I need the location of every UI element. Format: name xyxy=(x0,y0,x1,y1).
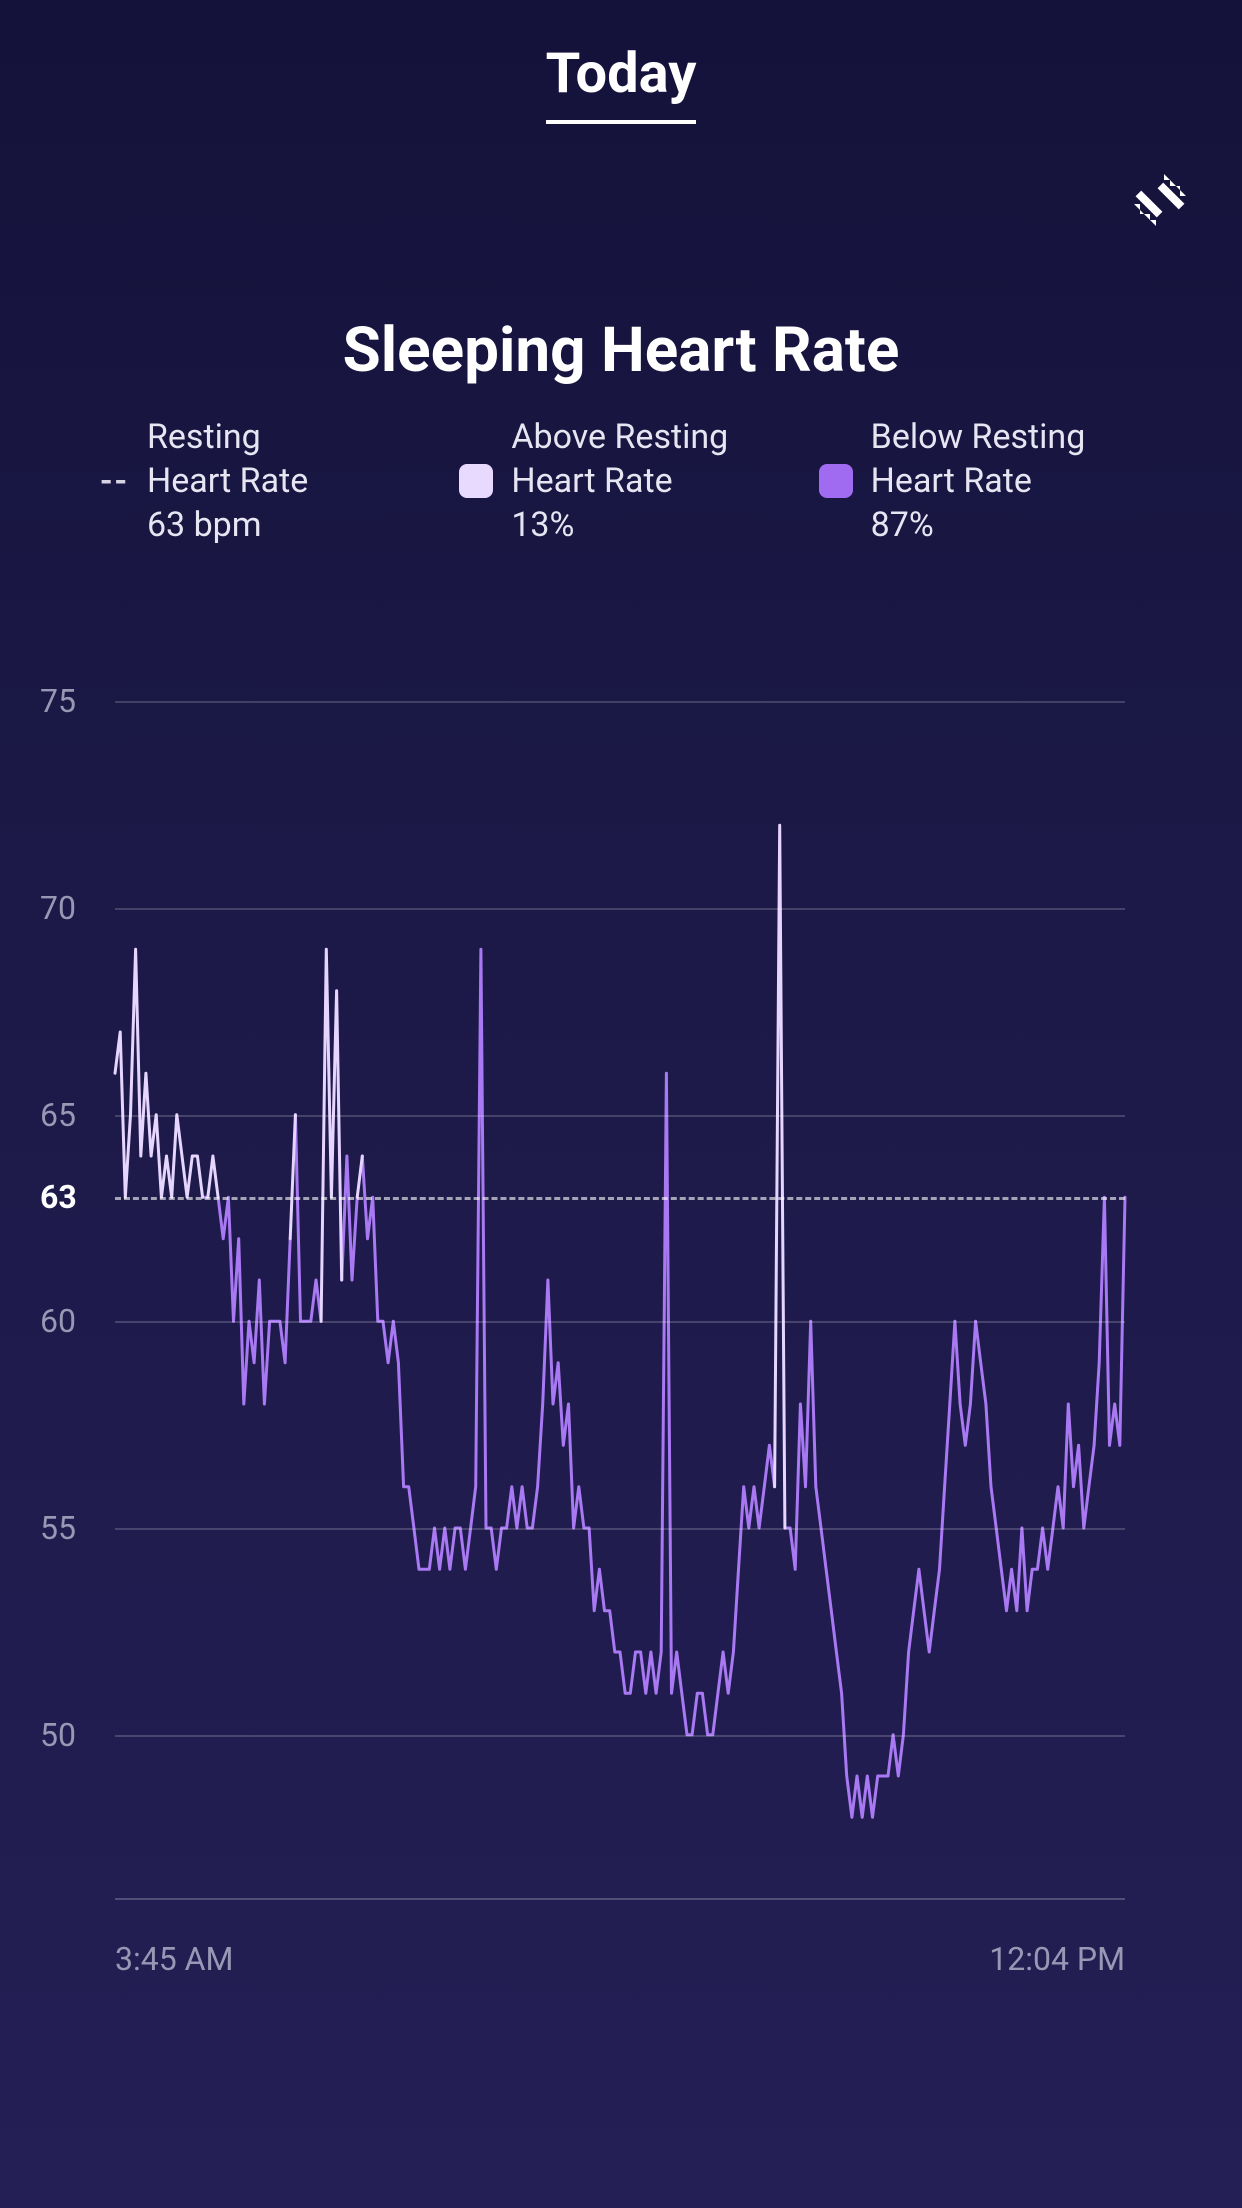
legend-item-above: Above Resting Heart Rate 13% xyxy=(459,415,782,548)
legend-resting-line1: Resting xyxy=(147,417,261,457)
y-axis-resting-label: 63 xyxy=(40,1178,77,1216)
gridline xyxy=(115,1321,1125,1323)
y-axis-label: 60 xyxy=(40,1302,76,1340)
legend-below-value: 87% xyxy=(871,503,1086,547)
y-axis-label: 55 xyxy=(40,1509,76,1547)
legend-below-line1: Below Resting xyxy=(871,417,1086,457)
collapse-icon[interactable] xyxy=(1130,170,1190,230)
gridline xyxy=(115,908,1125,910)
x-axis-start-label: 3:45 AM xyxy=(115,1940,233,1978)
legend-above-value: 13% xyxy=(511,503,728,547)
gridline-baseline xyxy=(115,1898,1125,1900)
legend-text-resting: Resting Heart Rate 63 bpm xyxy=(147,415,308,548)
tab-today[interactable]: Today xyxy=(546,40,697,124)
legend-above-line1: Above Resting xyxy=(511,417,728,457)
chart-plot[interactable]: 3:45 AM 12:04 PM xyxy=(115,660,1125,1900)
swatch-below-icon xyxy=(819,464,853,498)
header: Today xyxy=(0,0,1242,124)
gridline xyxy=(115,701,1125,703)
legend-item-resting: -- Resting Heart Rate 63 bpm xyxy=(100,415,423,548)
gridline xyxy=(115,1528,1125,1530)
x-axis-end-label: 12:04 PM xyxy=(989,1940,1125,1978)
legend-item-below: Below Resting Heart Rate 87% xyxy=(819,415,1142,548)
legend-below-line2: Heart Rate xyxy=(871,459,1086,503)
legend-above-line2: Heart Rate xyxy=(511,459,728,503)
y-axis-label: 50 xyxy=(40,1716,76,1754)
y-axis-label: 70 xyxy=(40,889,76,927)
y-axis-label: 75 xyxy=(40,682,76,720)
chart-area: 3:45 AM 12:04 PM 50 55 60 65 70 75 63 xyxy=(0,640,1242,1960)
legend-resting-value: 63 bpm xyxy=(147,503,308,547)
legend-resting-line2: Heart Rate xyxy=(147,459,308,503)
chart-legend: -- Resting Heart Rate 63 bpm Above Resti… xyxy=(0,415,1242,548)
resting-heart-rate-line xyxy=(115,1197,1125,1200)
legend-text-below: Below Resting Heart Rate 87% xyxy=(871,415,1086,548)
swatch-above-icon xyxy=(459,464,493,498)
heart-rate-line xyxy=(115,660,1125,1900)
dash-icon: -- xyxy=(100,461,129,501)
gridline xyxy=(115,1735,1125,1737)
gridline xyxy=(115,1115,1125,1117)
chart-title: Sleeping Heart Rate xyxy=(0,314,1242,387)
y-axis-label: 65 xyxy=(40,1096,76,1134)
legend-text-above: Above Resting Heart Rate 13% xyxy=(511,415,728,548)
